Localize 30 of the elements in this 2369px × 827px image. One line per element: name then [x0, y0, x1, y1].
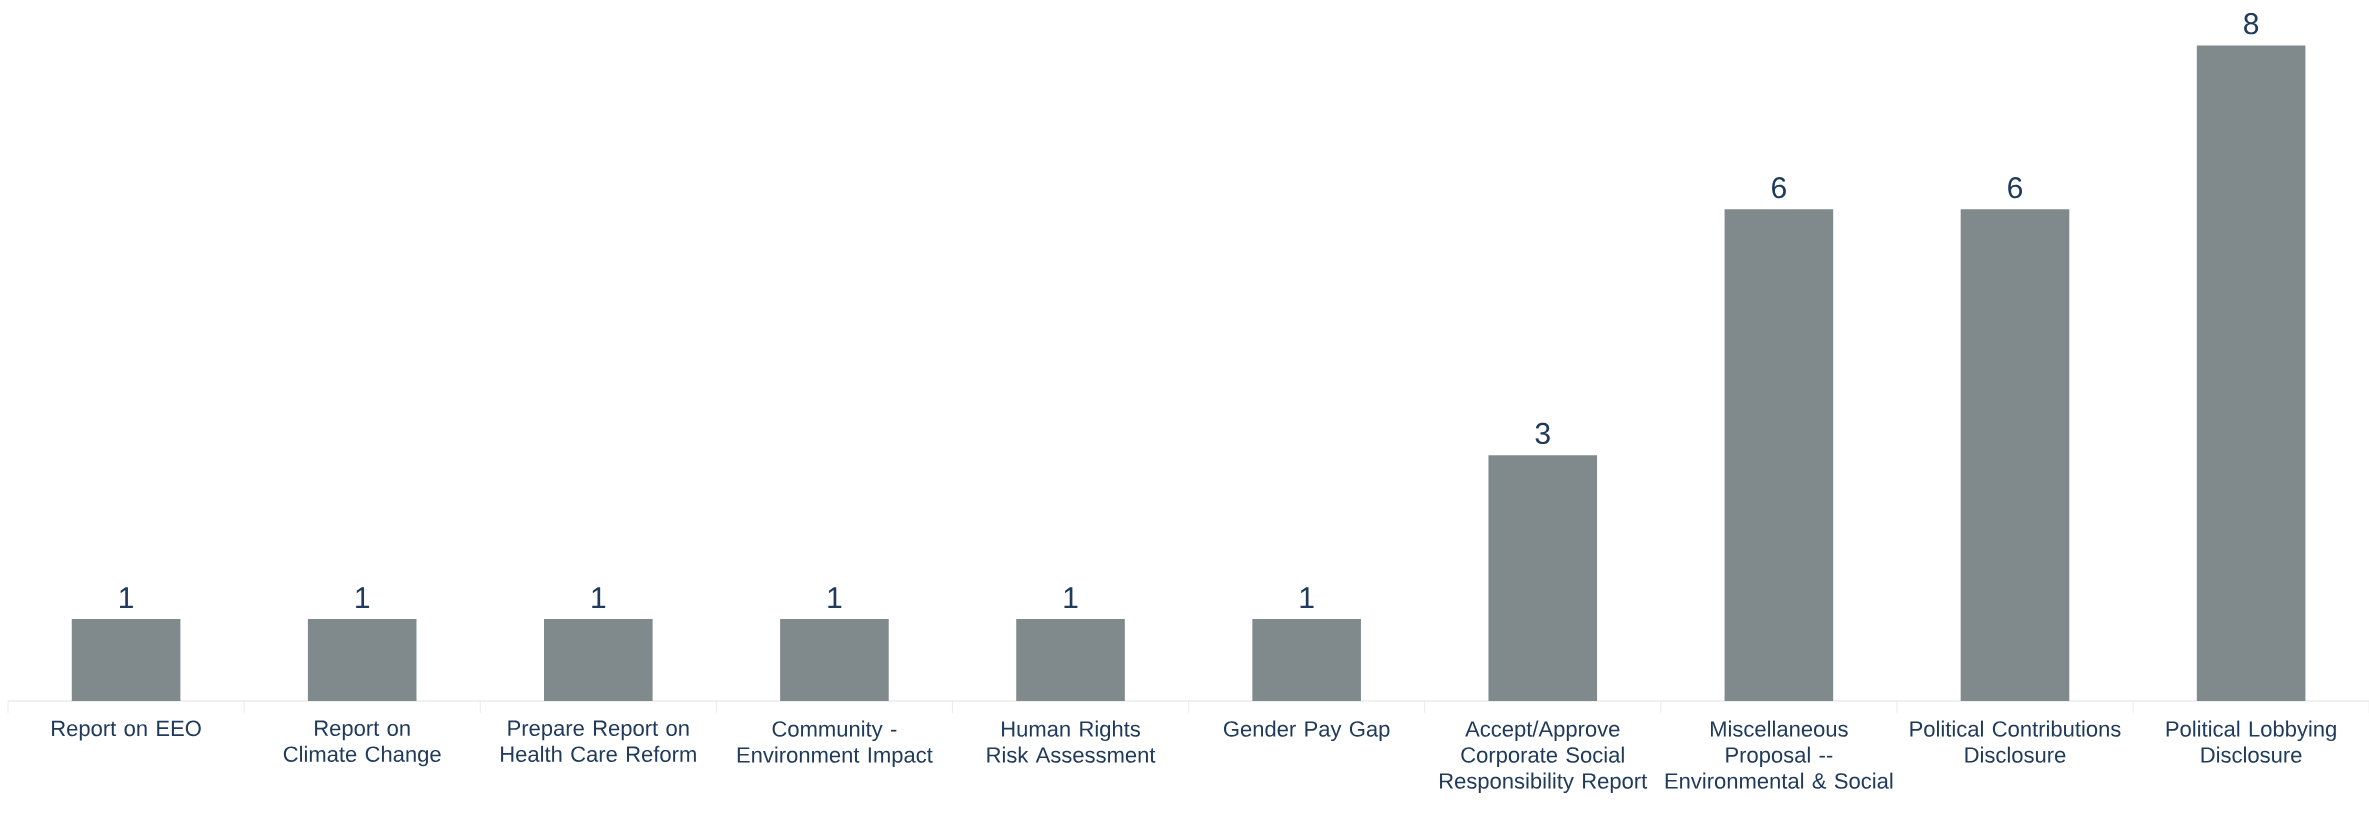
- bar: [1960, 209, 2070, 701]
- x-tick-label: Report on Climate Change: [283, 720, 441, 767]
- bar: [71, 619, 181, 701]
- bar: [1016, 619, 1125, 701]
- data-label: 1: [120, 587, 133, 608]
- bar: [544, 619, 653, 701]
- x-tick-label: Accept/Approve Corporate Social Responsibility Report: [1440, 720, 1648, 794]
- x-tick-label: Political Lobbying Disclosure: [2166, 720, 2336, 763]
- bar: [307, 619, 417, 701]
- data-label: 6: [1772, 177, 1786, 199]
- x-tick-label: Gender Pay Gap: [1223, 720, 1390, 742]
- data-label: 1: [828, 587, 842, 608]
- x-tick-label: Miscellaneous Proposal -- Environmental & Social: [1665, 720, 1893, 789]
- bar: [2196, 45, 2306, 701]
- data-label: 1: [592, 587, 606, 608]
- bar: [780, 619, 889, 701]
- x-tick-label: Prepare Report on Health Care Reform: [501, 720, 696, 762]
- data-label: 6: [2008, 177, 2023, 199]
- bar: [1724, 209, 1834, 701]
- x-tick-label: Human Rights Risk Assessment: [987, 720, 1156, 763]
- bar: [1252, 619, 1361, 701]
- data-label: 1: [356, 587, 370, 608]
- data-label: 8: [2244, 13, 2259, 35]
- data-label: 1: [1300, 587, 1314, 608]
- x-tick-label: Community - Environment Impact: [737, 720, 933, 768]
- x-tick-label: Political Contributions Disclosure: [1910, 720, 2121, 763]
- data-label: 3: [1535, 422, 1550, 445]
- bar: [1488, 455, 1598, 701]
- x-tick-label: Report on EEO: [52, 720, 201, 741]
- data-label: 1: [1064, 587, 1078, 608]
